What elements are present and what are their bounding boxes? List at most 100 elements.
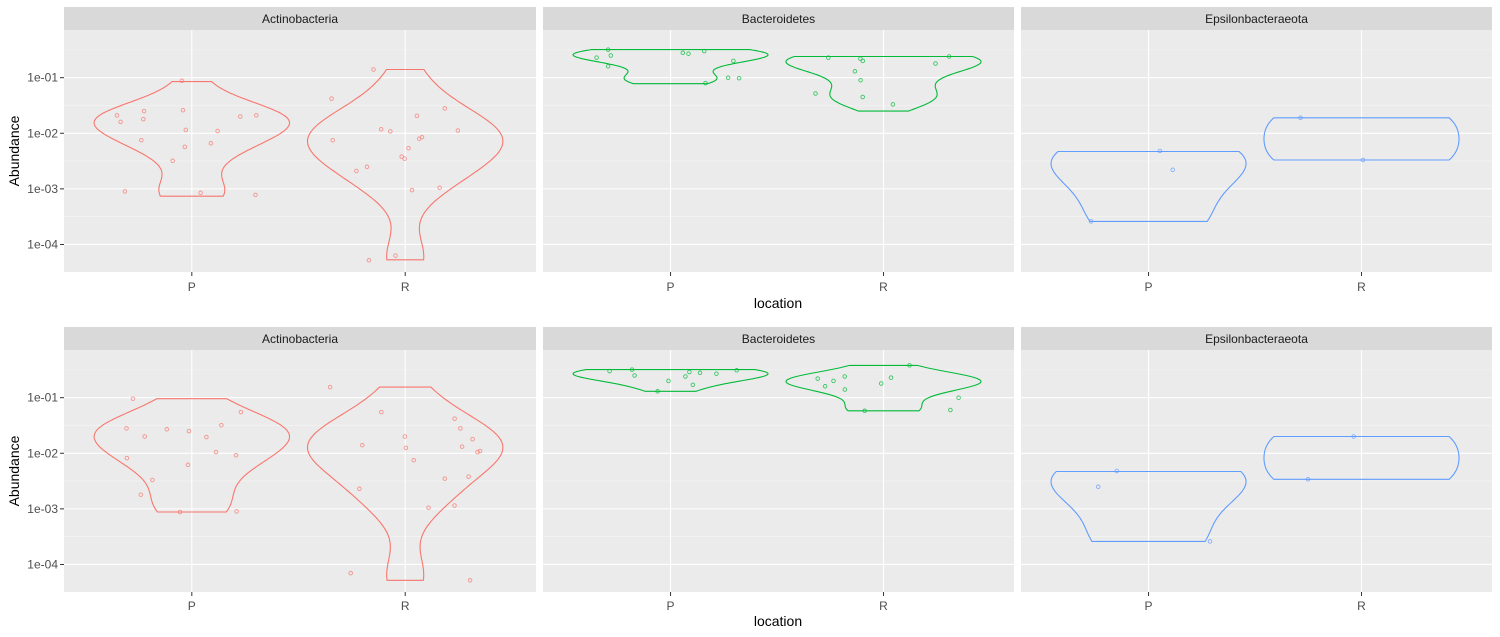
data-point [357,486,362,492]
data-point [437,185,442,190]
data-point [860,94,865,100]
data-point [215,128,220,134]
data-point [842,387,848,392]
x-tick-label: R [879,280,888,294]
x-axis-title: location [754,613,802,629]
data-point [253,192,258,198]
data-point [409,187,415,193]
violin-outline [93,81,291,197]
data-point [666,378,671,384]
data-point [213,449,219,455]
data-point [686,51,691,56]
violin-outline [785,55,982,112]
data-point [1095,484,1101,490]
x-tick-label: P [1145,280,1153,294]
data-point [141,116,146,122]
data-point [378,127,384,132]
data-point [842,374,847,379]
data-point [858,56,863,61]
facet-strip [1021,7,1492,30]
facet-strip-label: Actinobacteria [262,332,338,346]
data-point [594,55,599,60]
data-point [393,253,398,258]
data-point [683,374,688,379]
data-point [467,578,473,583]
y-tick-label: 1e-01 [27,391,58,405]
violin-outline [1050,150,1247,222]
data-point [946,54,952,59]
y-tick-label: 1e-02 [27,126,58,140]
data-point [1157,148,1163,154]
data-point [475,449,480,455]
data-point [234,509,239,514]
data-point [888,375,894,380]
data-point [629,367,635,372]
data-point [956,395,961,400]
data-point [185,462,191,468]
data-point [822,384,828,389]
data-point [687,369,692,375]
y-tick-label: 1e-02 [27,446,58,460]
data-point [403,445,409,451]
data-point [1207,539,1213,544]
panel-background [64,350,536,592]
data-point [118,119,123,125]
data-point [238,114,243,119]
data-point [204,434,209,440]
data-point [402,434,408,439]
data-point [1351,434,1356,439]
data-point [632,373,637,378]
data-point [813,91,818,96]
x-tick-label: R [401,599,410,613]
data-point [130,396,136,401]
data-point [170,158,175,164]
data-point [459,444,465,449]
data-point [329,96,334,101]
data-point [182,144,188,150]
data-point [179,78,185,84]
data-point [366,258,372,263]
x-tick-label: P [1145,599,1153,613]
data-point [655,389,660,394]
data-point [477,448,483,454]
data-point [138,492,144,497]
data-point [714,371,719,376]
violin-outline [785,364,982,412]
data-point [364,164,370,170]
data-point [858,77,863,83]
facet-strip [543,7,1014,30]
data-point [180,107,186,113]
data-point [124,426,129,431]
facet-strip [1021,327,1492,350]
data-point [605,47,611,52]
y-tick-label: 1e-01 [27,71,58,85]
data-point [406,145,411,151]
facet-strip [543,327,1014,350]
data-point [607,368,612,374]
data-point [177,509,183,515]
data-point [933,61,938,66]
data-point [907,363,912,368]
data-point [731,58,736,64]
data-point [150,477,155,483]
x-tick-label: P [667,599,675,613]
facet-strip [64,7,536,30]
data-point [1298,115,1303,121]
data-point [327,384,333,390]
data-point [1170,167,1175,173]
data-point [139,137,144,143]
data-point [697,370,703,376]
data-point [831,378,836,384]
data-point [186,428,192,434]
data-point [379,409,384,415]
data-point [736,75,742,81]
violin-outline [572,369,769,392]
x-tick-label: P [188,599,196,613]
data-point [388,129,393,134]
facet-strip-label: Bacteroidetes [742,12,815,26]
data-point [703,80,708,86]
data-point [680,50,686,56]
violin-outline [1263,117,1460,161]
data-point [862,408,867,414]
data-point [122,189,128,194]
